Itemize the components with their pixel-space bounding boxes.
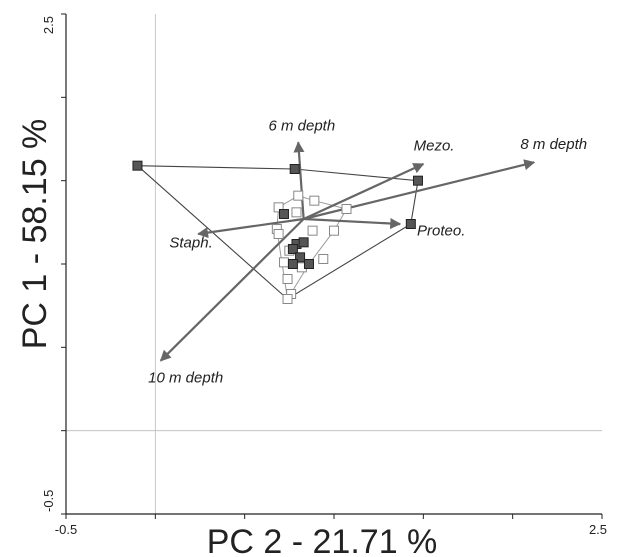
x-tick-label-max: 2.5 [589,522,607,537]
filled-point-6 [298,237,309,248]
open-point-0 [293,190,304,201]
y-tick-label-max: 2.5 [41,16,56,34]
filled-point-8 [295,252,306,263]
open-point-4 [341,204,352,214]
vector-label-2: 8 m depth [520,136,587,153]
open-point-6 [273,229,284,239]
x-axis-title: PC 2 - 21.71 % [207,523,438,557]
filled-point-10 [303,259,314,269]
filled-point-4 [405,219,416,229]
open-point-13 [282,274,293,284]
open-point-3 [309,195,320,206]
plot-frame [65,14,602,515]
vector-arrow-2 [303,159,536,221]
open-point-15 [282,294,293,304]
vector-arrow-1 [303,163,425,220]
text-labels: -0.5 2.5 2.5 -0.5 PC 2 - 21.71 % PC 1 - 58.15… [16,16,607,557]
vector-label-4: Staph. [169,234,212,251]
open-point-8 [329,225,339,236]
x-tick-label-min: -0.5 [55,522,77,537]
vector-arrow-4 [197,217,304,239]
vector-arrow-0 [293,141,305,220]
open-point-10 [318,254,329,264]
axis-ticks [61,13,603,519]
filled-point-0 [132,160,143,171]
sample-points [132,160,423,304]
filled-point-3 [278,209,289,219]
filled-point-1 [289,164,300,174]
open-point-12 [278,257,289,268]
zero-reference-lines [66,14,602,514]
y-axis-title: PC 1 - 58.15 % [16,119,54,350]
filled-point-7 [287,244,298,254]
vector-label-0: 6 m depth [268,118,335,135]
filled-point-2 [412,175,423,186]
outer-group-polygon [137,165,419,300]
vector-arrow-5 [159,218,305,362]
vector-label-5: 10 m depth [148,369,223,386]
open-point-7 [307,225,318,236]
vector-arrow-3 [303,217,402,229]
vector-label-3: Proteo. [417,223,465,240]
open-point-2 [291,207,302,218]
loading-vectors [159,141,536,362]
filled-point-9 [287,259,298,269]
open-point-1 [273,202,284,213]
vector-label-1: Mezo. [414,138,455,155]
y-tick-label-min: -0.5 [41,490,56,512]
